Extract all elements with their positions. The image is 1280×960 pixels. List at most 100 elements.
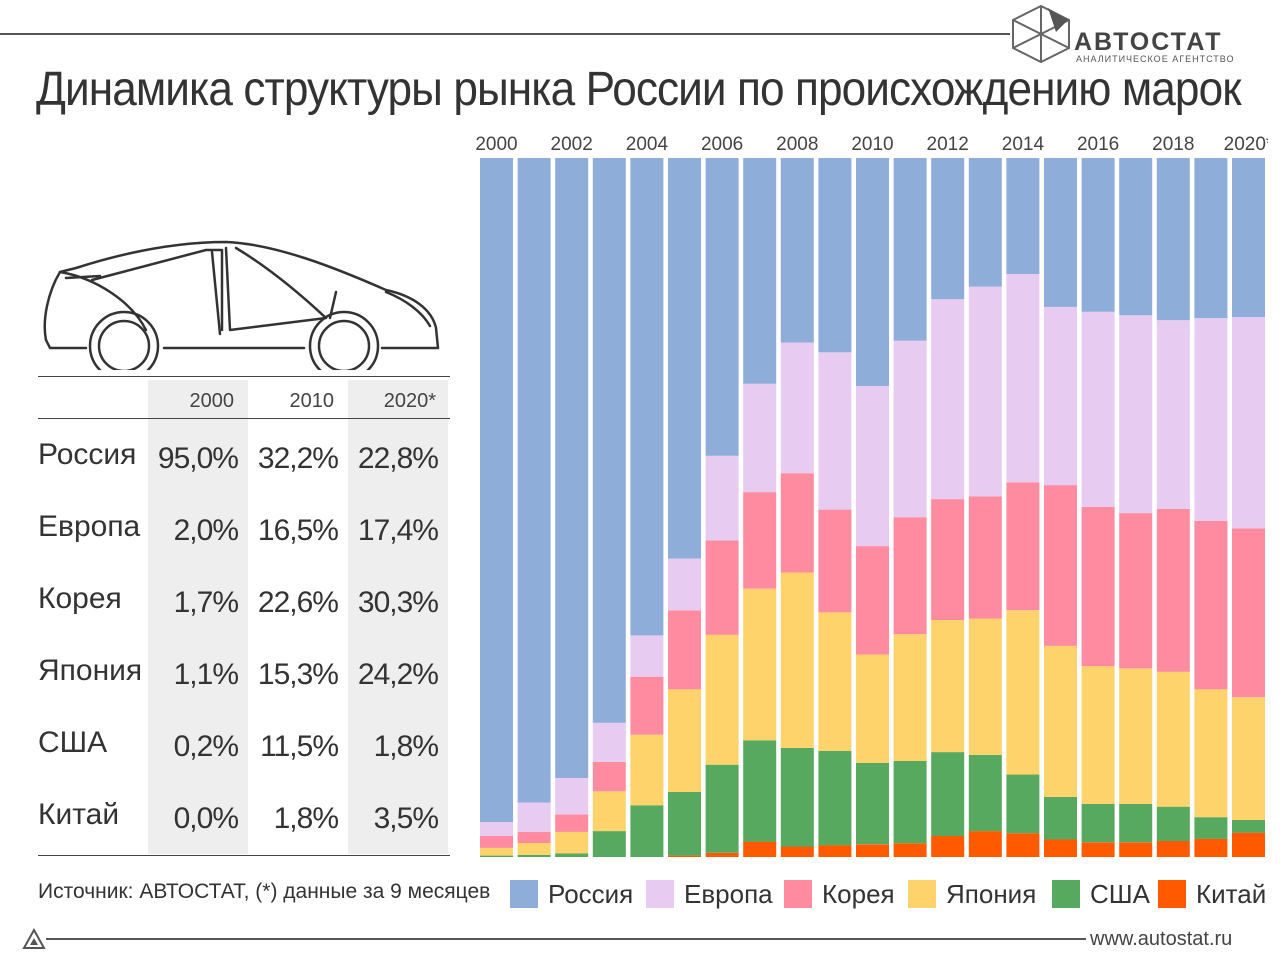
row-label: Китай — [38, 798, 120, 831]
legend-swatch — [510, 880, 538, 908]
top-rule — [0, 33, 1010, 35]
bar-segment-2006-3 — [705, 540, 739, 635]
bar-segment-2015-2 — [1044, 645, 1077, 797]
bar-segment-2009-4 — [818, 352, 852, 510]
bar-segment-2002-3 — [555, 814, 589, 832]
x-tick-label: 2018 — [1152, 134, 1194, 155]
bar-segment-2017-1 — [1119, 803, 1153, 843]
bar-segment-2014-0 — [1006, 833, 1040, 857]
legend-label: Китай — [1196, 878, 1267, 909]
legend-swatch — [1052, 880, 1080, 908]
bar-segment-2016-4 — [1081, 311, 1115, 507]
legend-swatch — [1158, 880, 1186, 908]
legend-label: Европа — [684, 878, 773, 909]
legend-swatch — [908, 880, 936, 908]
stacked-bar-chart: 2000 2002 2004 2006 2008 2010 2012 2014 2016 2018… — [476, 134, 1268, 857]
x-tick-label: 2020* — [1224, 134, 1268, 155]
bar-segment-2012-0 — [931, 836, 965, 857]
legend-label: Россия — [548, 878, 634, 909]
table-cell: 1,7% — [173, 586, 239, 619]
row-label: Европа — [38, 510, 141, 543]
bar-segment-2017-0 — [1119, 842, 1153, 857]
bar-segment-2019-4 — [1194, 318, 1228, 521]
bar-segment-2001-3 — [517, 831, 551, 843]
bar-segment-2006-5 — [705, 158, 739, 456]
logo-mark-icon — [1012, 4, 1070, 64]
bar-segment-2013-3 — [968, 496, 1002, 619]
table-bottom-rule — [38, 855, 450, 856]
table-cell: 16,5% — [257, 514, 339, 547]
table-cell: 3,5% — [373, 802, 439, 835]
bar-segment-2018-3 — [1156, 508, 1190, 672]
table-top-rule — [38, 376, 450, 377]
share-table: 2000 2010 2020* Россия 95,0% 32,2% 22,8%… — [38, 372, 450, 858]
bar-segment-2019-5 — [1194, 158, 1228, 319]
bar-segment-2005-3 — [668, 610, 701, 690]
legend-item-korea: Корея — [784, 876, 895, 912]
table-cell: 2,0% — [173, 514, 239, 547]
bar-segment-2009-1 — [818, 750, 852, 846]
bar-segment-2013-4 — [968, 286, 1002, 497]
column-header: 2000 — [189, 390, 235, 412]
bar-segment-2000-2 — [480, 847, 513, 856]
bar-segment-2001-5 — [517, 158, 551, 803]
x-tick-label: 2010 — [851, 134, 893, 155]
row-label: Япония — [38, 654, 143, 687]
x-tick-label: 2002 — [551, 134, 593, 155]
bar-segment-2019-2 — [1194, 689, 1228, 818]
bar-segment-2011-3 — [893, 517, 927, 635]
chart-title: Динамика структуры рынка России по проис… — [36, 63, 1242, 116]
x-tick-label: 2004 — [626, 134, 669, 155]
bar-segment-2017-2 — [1119, 668, 1153, 804]
row-label: Корея — [38, 582, 122, 615]
logo-name: АВТОСТАТ — [1074, 28, 1223, 56]
bar-segment-2004-5 — [630, 158, 664, 636]
column-shade-2020 — [348, 380, 448, 854]
bar-segment-2020*-5 — [1232, 158, 1265, 318]
bar-segment-2014-2 — [1006, 610, 1040, 775]
legend-item-russia: Россия — [510, 876, 633, 912]
source-note: Источник: АВТОСТАТ, (*) данные за 9 меся… — [38, 880, 491, 903]
bar-segment-2012-4 — [931, 299, 965, 500]
column-header: 2010 — [289, 390, 335, 412]
bar-segment-2012-1 — [931, 752, 965, 836]
bar-segment-2009-2 — [818, 612, 852, 751]
bar-segment-2004-1 — [630, 805, 664, 857]
bar-segment-2006-2 — [705, 634, 739, 765]
table-cell: 11,5% — [260, 730, 339, 763]
bar-segment-2020*-4 — [1232, 317, 1265, 529]
bar-segment-2006-0 — [705, 852, 739, 857]
bar-segment-2013-1 — [968, 754, 1002, 832]
car-illustration — [43, 240, 440, 370]
bar-segment-2014-1 — [1006, 774, 1040, 834]
bar-segment-2013-2 — [968, 618, 1002, 755]
legend-swatch — [784, 880, 812, 908]
bar-segment-2002-5 — [555, 158, 589, 778]
bar-segment-2011-5 — [893, 158, 927, 341]
bar-segment-2014-5 — [1006, 158, 1040, 274]
x-tick-label: 2016 — [1077, 134, 1119, 155]
bar-segment-2016-2 — [1081, 666, 1115, 804]
bar-segment-2011-0 — [893, 843, 927, 857]
bar-segment-2016-3 — [1081, 506, 1115, 667]
bar-segment-2017-3 — [1119, 513, 1153, 669]
bar-segment-2005-0 — [668, 855, 701, 857]
bar-segment-2010-4 — [856, 386, 889, 547]
bar-segment-2016-5 — [1081, 158, 1115, 312]
bar-segment-2013-0 — [968, 831, 1002, 857]
bar-segment-2004-2 — [630, 734, 664, 806]
bar-segment-2015-1 — [1044, 796, 1077, 840]
bar-segment-2005-5 — [668, 158, 701, 559]
bar-segment-2008-3 — [780, 473, 814, 573]
bar-segment-2003-1 — [592, 831, 626, 857]
bar-segment-2003-2 — [592, 791, 626, 832]
bar-segment-2020*-2 — [1232, 697, 1265, 820]
bar-segment-2003-4 — [592, 722, 626, 762]
bar-segment-2015-5 — [1044, 158, 1077, 307]
legend-item-europe: Европа — [646, 876, 773, 912]
bar-segment-2010-0 — [856, 844, 889, 857]
bar-segment-2000-3 — [480, 836, 513, 848]
bar-segment-2000-1 — [480, 855, 513, 857]
table-cell: 95,0% — [157, 442, 239, 475]
table-cell: 17,4% — [357, 514, 439, 547]
